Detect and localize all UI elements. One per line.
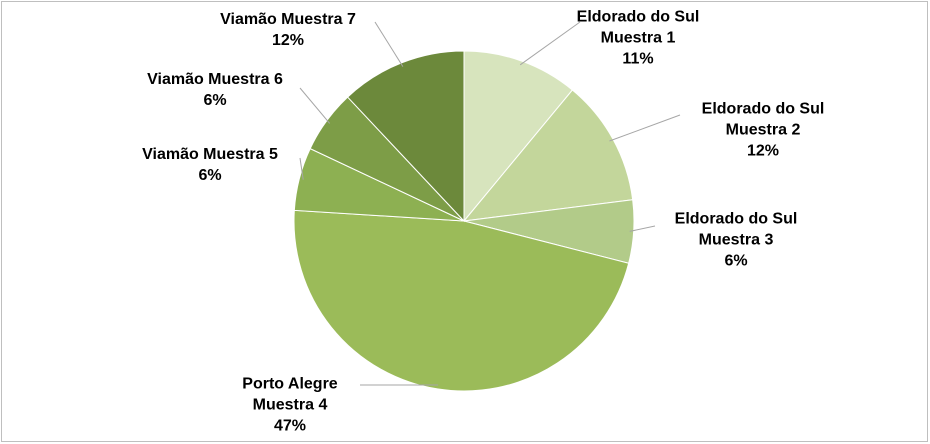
data-label: Viamão Muestra 7 12%: [188, 9, 388, 51]
category-label: Viamão Muestra 5: [142, 146, 278, 163]
percent-label: 6%: [724, 252, 748, 270]
data-label: Eldorado do Sul Muestra 1 11%: [553, 7, 723, 70]
percent-label: 47%: [273, 417, 307, 435]
pie-slice: [463, 50, 574, 223]
percent-label: 6%: [198, 167, 222, 184]
category-label: Eldorado do Sul Muestra 1: [576, 8, 700, 47]
leader-line: [519, 21, 581, 66]
percent-label: 11%: [622, 50, 654, 68]
pie-slice: [462, 89, 634, 222]
data-label: Porto Alegre Muestra 4 47%: [215, 374, 365, 437]
data-label: Viamão Muestra 5 6%: [110, 144, 310, 186]
percent-label: 6%: [203, 92, 227, 109]
leader-line: [299, 87, 331, 124]
pie-slice: [293, 209, 630, 392]
data-label: Viamão Muestra 6 6%: [115, 69, 315, 111]
category-label: Viamão Muestra 6: [147, 71, 283, 88]
data-label: Eldorado do Sul Muestra 2 12%: [678, 99, 848, 162]
percent-label: 12%: [746, 142, 780, 160]
leader-line: [299, 157, 304, 180]
data-label: Eldorado do Sul Muestra 3 6%: [651, 209, 821, 272]
leader-line: [374, 21, 404, 67]
percent-label: 12%: [271, 32, 305, 49]
category-label: Eldorado do Sul Muestra 3: [674, 210, 798, 249]
category-label: Porto Alegre Muestra 4: [242, 375, 338, 414]
category-label: Viamão Muestra 7: [220, 11, 356, 28]
pie-slice: [346, 50, 465, 223]
leader-line: [629, 225, 656, 232]
category-label: Eldorado do Sul Muestra 2: [701, 100, 825, 139]
leader-line: [609, 114, 681, 142]
